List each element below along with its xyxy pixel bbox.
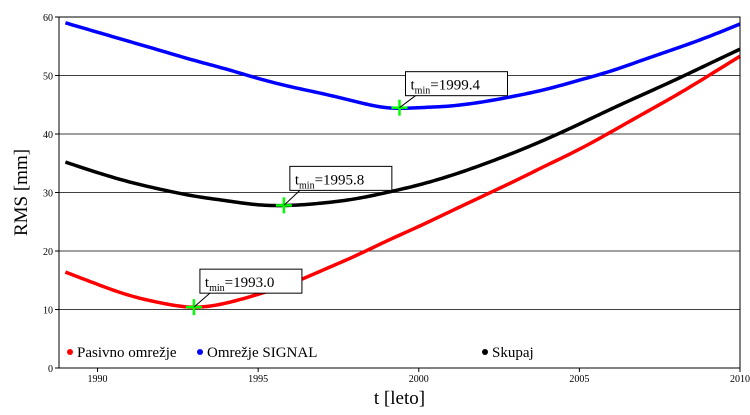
annotation-label: tmin=1993.0 [205,275,274,294]
annotation-subscript: min [415,86,431,97]
annotation-subscript: min [299,180,315,191]
annotation-subscript: min [209,283,225,294]
x-tick-label: 1995 [248,374,268,385]
legend-marker-1 [197,349,203,355]
legend: Pasivno omrežje Omrežje SIGNAL Skupaj [67,345,534,361]
legend-label-2: Skupaj [492,345,534,361]
annotation-symbol: t [295,172,300,188]
annotation-leader [283,190,301,206]
legend-label-0: Pasivno omrežje [77,345,177,361]
y-tick-label: 60 [43,13,53,24]
y-tick-label: 30 [43,189,53,200]
legend-marker-2 [482,349,488,355]
annotation-box [199,268,303,294]
y-tick-label: 20 [43,247,53,258]
annotation-symbol: t [205,275,210,291]
x-axis-ticks: 1990 1995 2000 2005 2010 [88,368,750,385]
series-lines [64,21,741,309]
series-line-2 [64,47,741,208]
x-tick-label: 1990 [88,374,108,385]
annotation-label: tmin=1995.8 [295,172,364,191]
y-axis-ticks: 0 10 20 30 40 50 60 [43,13,59,375]
x-tick-label: 2005 [569,374,589,385]
y-tick-label: 0 [48,364,53,375]
series-line-0 [64,54,741,309]
annotation-value: =1993.0 [225,275,275,291]
annotation-leader [399,95,416,109]
annotation-box [405,71,508,97]
legend-marker-0 [67,349,73,355]
y-tick-label: 40 [43,130,53,141]
x-tick-label: 2000 [409,374,429,385]
y-axis-label: RMS [mm] [11,149,32,236]
legend-label-1: Omrežje SIGNAL [207,345,317,361]
annotation-value: =1995.8 [315,172,365,188]
annotation-value: =1999.4 [430,78,480,94]
y-tick-label: 50 [43,72,53,83]
y-tick-label: 10 [43,306,53,317]
annotation-box [289,165,393,191]
annotation-label: tmin=1999.4 [411,78,481,97]
x-tick-label: 2010 [730,374,750,385]
annotation-symbol: t [411,78,416,94]
annotation-leader [193,292,211,308]
x-axis-label: t [leto] [374,388,425,409]
